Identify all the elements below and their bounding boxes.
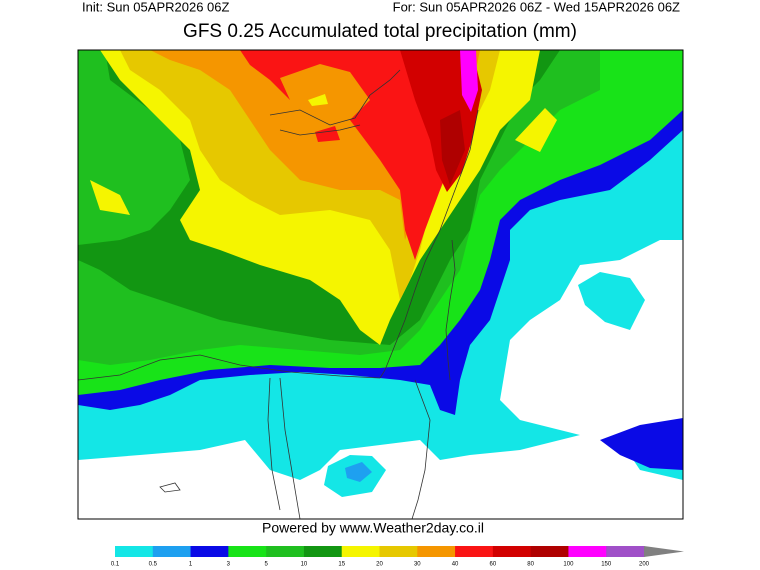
colorbar-swatch xyxy=(530,546,569,557)
colorbar: 0.1 0.5 1 3 5 10 15 20 30 40 60 80 100 150 200 xyxy=(111,546,684,568)
colorbar-swatch xyxy=(417,546,456,557)
colorbar-swatch xyxy=(152,546,192,557)
colorbar-tick-label: 40 xyxy=(452,562,459,568)
init-time: Init: Sun 05APR2026 06Z xyxy=(82,0,229,14)
colorbar-swatch xyxy=(455,546,494,557)
colorbar-swatch xyxy=(379,546,418,557)
colorbar-swatch xyxy=(492,546,532,557)
colorbar-swatch xyxy=(266,546,305,557)
colorbar-swatch xyxy=(568,546,607,557)
colorbar-tick-label: 5 xyxy=(264,562,268,568)
precip-map xyxy=(77,49,684,520)
colorbar-swatch xyxy=(115,546,154,557)
colorbar-tick-label: 20 xyxy=(376,562,383,568)
colorbar-tick-label: 60 xyxy=(490,562,497,568)
colorbar-tick-label: 10 xyxy=(301,562,308,568)
colorbar-tick-label: 200 xyxy=(639,562,650,568)
colorbar-tick-label: 100 xyxy=(563,562,574,568)
colorbar-tick-label: 15 xyxy=(338,562,345,568)
colorbar-tick-label: 0.1 xyxy=(111,562,120,568)
colorbar-tick-label: 3 xyxy=(227,562,231,568)
footer-credit: Powered by www.Weather2day.co.il xyxy=(262,520,484,536)
map-title: GFS 0.25 Accumulated total precipitation… xyxy=(183,21,577,42)
colorbar-swatch xyxy=(190,546,229,557)
colorbar-tick-label: 30 xyxy=(414,562,421,568)
colorbar-tick-label: 150 xyxy=(601,562,612,568)
colorbar-swatch xyxy=(341,546,380,557)
colorbar-swatch xyxy=(228,546,267,557)
colorbar-tick-label: 0.5 xyxy=(149,562,158,568)
colorbar-swatch xyxy=(606,546,645,557)
colorbar-swatch xyxy=(303,546,343,557)
colorbar-tick-label: 80 xyxy=(527,562,534,568)
colorbar-arrow xyxy=(644,546,684,557)
valid-time: For: Sun 05APR2026 06Z - Wed 15APR2026 0… xyxy=(393,0,680,14)
colorbar-tick-label: 1 xyxy=(189,562,193,568)
